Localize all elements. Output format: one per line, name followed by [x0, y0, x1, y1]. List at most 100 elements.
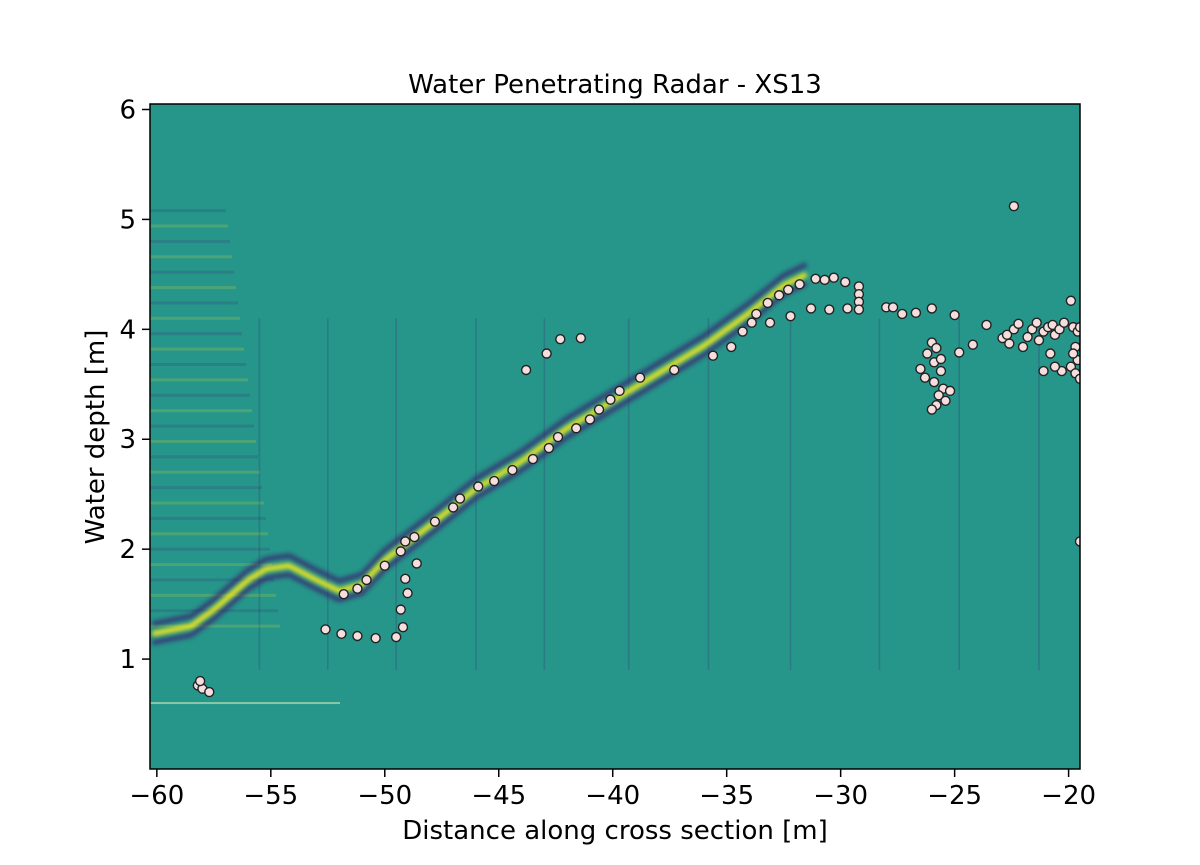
data-point: [527, 453, 539, 465]
x-axis: −60 −55 −50 −45 −40 −35 −30 −25 −20: [129, 769, 1096, 811]
radar-trace: [878, 318, 881, 671]
data-point: [944, 385, 956, 397]
data-point: [669, 364, 680, 376]
data-point: [746, 317, 757, 328]
data-point: [194, 675, 206, 687]
radar-band: [150, 593, 276, 597]
data-point: [842, 303, 853, 314]
data-point: [1031, 317, 1042, 328]
data-point: [751, 308, 762, 320]
data-point: [922, 348, 933, 359]
radar-band: [150, 209, 226, 213]
data-point: [935, 365, 947, 377]
plot-area: [149, 103, 1081, 770]
radar-band: [150, 332, 242, 336]
data-point: [819, 274, 830, 286]
data-point: [853, 304, 865, 315]
data-point: [953, 347, 965, 358]
radar-band: [150, 532, 268, 536]
data-point: [915, 363, 926, 375]
data-point: [614, 385, 625, 397]
x-tick-label: −60: [129, 781, 184, 811]
data-point: [785, 310, 796, 322]
data-point: [429, 516, 441, 527]
data-point: [575, 332, 587, 344]
data-point: [1074, 321, 1080, 333]
radar-band: [150, 486, 262, 490]
radar-band: [150, 286, 236, 290]
data-point: [773, 290, 785, 301]
radargram-background: [150, 104, 1080, 769]
data-point: [520, 364, 532, 376]
data-point: [555, 334, 566, 345]
data-point: [370, 632, 381, 644]
data-point: [926, 303, 938, 314]
data-point: [1058, 317, 1070, 328]
picked-points: [192, 201, 1080, 698]
data-point: [1074, 373, 1080, 384]
data-point: [926, 404, 938, 415]
data-point: [352, 583, 363, 594]
y-axis-label: Water depth [m]: [81, 330, 111, 545]
radar-trace: [958, 318, 960, 671]
radar-band: [150, 316, 240, 320]
x-tick-label: −20: [1041, 781, 1096, 811]
reflector-dark-band: [151, 262, 808, 627]
data-point: [707, 350, 719, 361]
data-point: [967, 339, 979, 350]
data-point: [400, 536, 411, 547]
radar-trace: [789, 318, 792, 671]
data-point: [541, 348, 552, 359]
data-point: [320, 624, 331, 635]
data-point: [931, 342, 942, 354]
y-tick-label: 2: [119, 535, 136, 565]
radar-trace: [258, 318, 261, 671]
data-point: [397, 622, 409, 633]
radar-trace: [395, 318, 397, 671]
y-axis: 1 2 3 4 5 6: [119, 95, 150, 675]
data-point: [935, 353, 947, 365]
radar-band: [150, 439, 256, 443]
y-tick-label: 4: [119, 315, 136, 345]
data-point: [1074, 536, 1080, 547]
reflector-dark-band: [151, 281, 808, 646]
data-point: [395, 604, 406, 615]
radar-trace: [707, 318, 710, 671]
data-point: [805, 303, 817, 314]
radar-trace: [543, 318, 546, 671]
plot-frame: [149, 103, 1081, 770]
radar-trace: [475, 318, 477, 671]
data-point: [949, 309, 960, 321]
data-point: [824, 304, 835, 315]
data-point: [810, 273, 821, 284]
data-point: [379, 560, 390, 571]
radar-band: [150, 547, 270, 551]
radar-band: [150, 347, 244, 351]
data-point: [910, 307, 922, 319]
data-point: [634, 372, 646, 383]
data-point: [473, 481, 484, 492]
data-point: [454, 493, 466, 504]
x-tick-label: −55: [243, 781, 298, 811]
data-point: [507, 464, 518, 476]
data-point: [887, 302, 899, 313]
data-point: [1067, 348, 1079, 359]
data-point: [447, 502, 459, 513]
x-tick-label: −35: [699, 781, 754, 811]
data-point: [726, 341, 737, 353]
data-point: [411, 558, 422, 569]
data-point: [395, 546, 406, 557]
radar-band: [150, 224, 228, 228]
radar-band: [150, 409, 252, 413]
data-point: [390, 631, 402, 643]
x-tick-label: −40: [585, 781, 640, 811]
data-point: [928, 376, 940, 388]
x-tick-label: −30: [813, 781, 868, 811]
data-point: [737, 326, 748, 337]
radar-trace: [1038, 318, 1040, 671]
data-point: [919, 372, 931, 383]
data-point: [1017, 341, 1029, 353]
radar-band: [150, 702, 340, 705]
data-point: [552, 431, 564, 443]
